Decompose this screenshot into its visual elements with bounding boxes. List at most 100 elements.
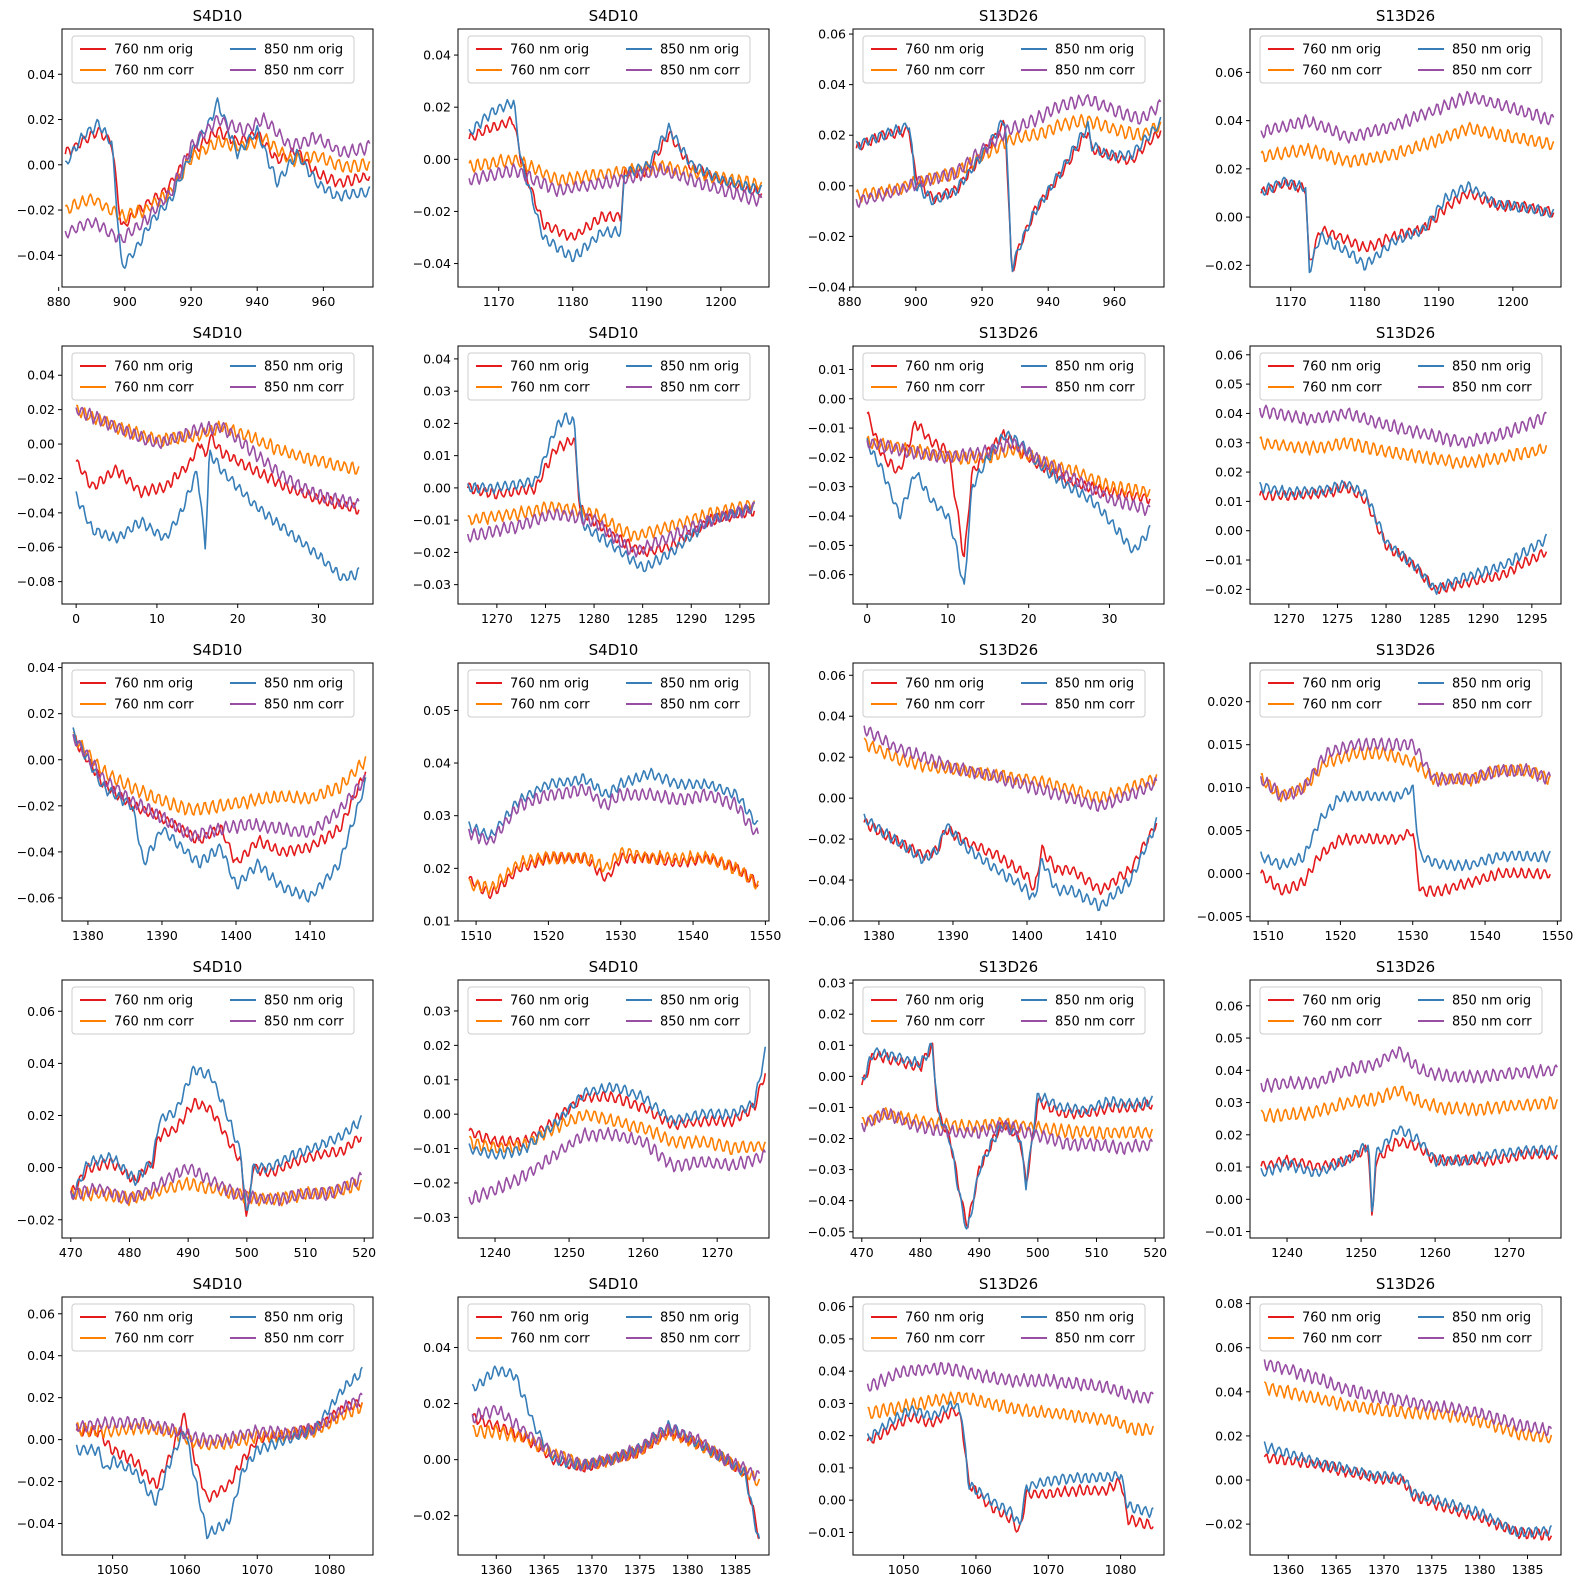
series-line [468,98,763,263]
x-tick-label: 1250 [1345,1245,1377,1260]
legend-entry: 850 nm orig [264,43,343,58]
legend-entry: 850 nm corr [1452,1015,1532,1030]
y-tick-label: 0.01 [1215,1160,1243,1175]
legend-entry: 760 nm orig [114,677,193,692]
axes-frame [1249,979,1562,1239]
series-line [1260,828,1551,898]
legend-entry: 850 nm orig [264,677,343,692]
legend-box [862,1303,1146,1352]
series-line [471,1413,760,1540]
x-tick-label: 1270 [701,1245,733,1260]
y-tick-label: −0.04 [808,873,846,888]
x-tick-label: 1270 [481,611,513,626]
x-tick-label: 1270 [1493,1245,1525,1260]
x-tick-label: 1295 [1516,611,1548,626]
y-tick-label: 0.00 [423,152,451,167]
y-tick-label: 0.02 [818,128,846,143]
series-line [466,412,756,573]
y-tick-label: 0.01 [423,914,451,929]
x-tick-label: 1290 [675,611,707,626]
axes-frame [457,979,770,1239]
y-tick-label: 0.04 [818,709,846,724]
series-line [1260,176,1555,274]
x-tick-label: 1410 [294,928,326,943]
axes-frame [1249,28,1562,288]
subplot-4: S13D26 1170 1180 1190 1200 −0.02 0.00 0.02 0.04 0… [1205,7,1562,309]
legend-entry: 760 nm corr [1302,698,1382,713]
x-tick-label: 1530 [1397,928,1429,943]
y-tick-label: −0.06 [17,890,55,905]
series-line [468,783,759,846]
legend-entry: 760 nm corr [1302,381,1382,396]
series-line [1260,1137,1559,1216]
legend: 760 nm orig 850 nm orig 760 nm corr 850 nm … [862,669,1146,718]
x-tick-label: 500 [235,1245,259,1260]
y-tick-label: −0.005 [1197,909,1243,924]
series-line [861,1042,1154,1229]
y-tick-label: 0.02 [27,112,55,127]
y-tick-label: 0.03 [423,808,451,823]
legend: 760 nm orig 850 nm orig 760 nm corr 850 nm … [1259,669,1543,718]
axes-frame [1249,662,1562,922]
x-tick-label: 1385 [720,1562,752,1577]
legend-entry: 760 nm orig [114,43,193,58]
series-line [76,404,360,475]
x-tick-label: 920 [179,294,203,309]
legend-box [467,986,751,1035]
legend: 760 nm orig 850 nm orig 760 nm corr 850 nm … [71,986,355,1035]
subplot-13: S4D10 470 480 490 500 510 520 −0.02 0.00 0.02 0.04… [17,958,376,1260]
legend-box [862,986,1146,1035]
series-line [866,411,1151,558]
x-tick-label: 960 [311,294,335,309]
series-line [861,1107,1154,1155]
legend-entry: 850 nm corr [1055,64,1135,79]
x-tick-label: 1510 [1252,928,1284,943]
axes-frame [61,662,374,922]
y-tick-label: 0.04 [27,368,55,383]
subplot-title: S13D26 [979,324,1038,342]
y-tick-label: −0.01 [808,1100,846,1115]
legend-entry: 760 nm corr [114,698,194,713]
x-tick-label: 520 [352,1245,376,1260]
x-tick-label: 1250 [553,1245,585,1260]
y-tick-label: 0.00 [27,752,55,767]
x-tick-label: 1170 [483,294,515,309]
y-tick-label: 0.005 [1207,823,1243,838]
legend-entry: 850 nm corr [1055,1332,1135,1347]
axes-frame [457,1296,770,1556]
y-tick-label: 0.04 [818,1364,846,1379]
axes-frame [457,662,770,922]
series-line [72,733,366,842]
axes-frame [61,979,374,1239]
legend-entry: 850 nm corr [1055,698,1135,713]
x-tick-label: 0 [72,611,80,626]
x-tick-label: 1080 [314,1562,346,1577]
x-tick-label: 1190 [631,294,663,309]
subplot-5: S4D10 0 10 20 30 −0.08 −0.06 −0.04 −0.02 0.00 0.02… [17,324,374,626]
legend: 760 nm orig 850 nm orig 760 nm corr 850 nm … [1259,352,1543,401]
legend-box [71,986,355,1035]
y-tick-label: 0.05 [423,703,451,718]
y-tick-label: −0.01 [808,421,846,436]
y-tick-label: −0.02 [413,1508,451,1523]
legend-box [467,352,751,401]
legend-entry: 760 nm orig [510,677,589,692]
y-tick-label: −0.02 [808,1131,846,1146]
legend-box [862,669,1146,718]
x-tick-label: 20 [230,611,246,626]
y-tick-label: 0.06 [27,1004,55,1019]
series-line [1260,745,1551,803]
y-tick-label: −0.03 [413,1210,451,1225]
y-tick-label: 0.03 [1215,1095,1243,1110]
y-tick-label: −0.02 [808,450,846,465]
subplot-2: S4D10 1170 1180 1190 1200 −0.04 −0.02 0.00 0.02 0… [413,7,770,309]
legend-box [1259,1303,1543,1352]
y-tick-label: −0.01 [413,1141,451,1156]
x-tick-label: 1285 [1419,611,1451,626]
y-tick-label: −0.02 [413,204,451,219]
x-tick-label: 1270 [1273,611,1305,626]
y-tick-label: 0.03 [423,384,451,399]
legend-entry: 760 nm corr [510,381,590,396]
x-tick-label: 1400 [1011,928,1043,943]
y-tick-label: −0.02 [1205,582,1243,597]
